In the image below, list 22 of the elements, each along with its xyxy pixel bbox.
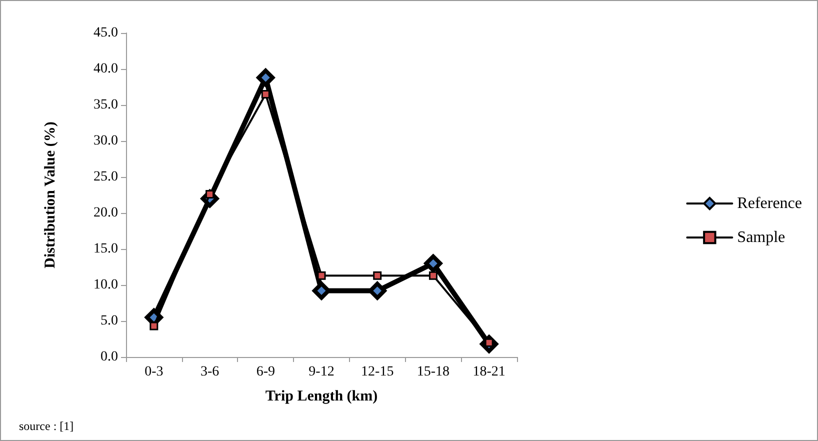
x-tick-label: 9-12 <box>308 364 334 380</box>
legend-label: Sample <box>737 229 786 246</box>
y-tick-label: 40.0 <box>94 62 118 76</box>
legend-label: Reference <box>737 195 802 212</box>
x-axis-title: Trip Length (km) <box>265 388 378 404</box>
x-tick-label: 18-21 <box>472 364 506 380</box>
y-tick-label: 20.0 <box>94 206 118 220</box>
y-tick-label: 25.0 <box>94 170 118 184</box>
y-axis-title: Distribution Value (%) <box>42 122 58 268</box>
x-tick-label: 15-18 <box>416 364 450 380</box>
y-tick-label: 30.0 <box>94 134 118 148</box>
x-tick-label: 0-3 <box>144 364 164 380</box>
y-tick-label: 10.0 <box>94 278 118 292</box>
y-tick-label: 5.0 <box>100 314 118 328</box>
x-tick-label: 3-6 <box>200 364 220 380</box>
y-tick-label: 0.0 <box>100 350 118 364</box>
x-tick-label: 6-9 <box>256 364 275 380</box>
x-tick-label: 12-15 <box>361 364 394 380</box>
source-note: source : [1] <box>19 419 74 433</box>
y-tick-label: 45.0 <box>94 26 118 40</box>
y-tick-label: 35.0 <box>94 98 118 112</box>
y-tick-label: 15.0 <box>94 242 118 256</box>
